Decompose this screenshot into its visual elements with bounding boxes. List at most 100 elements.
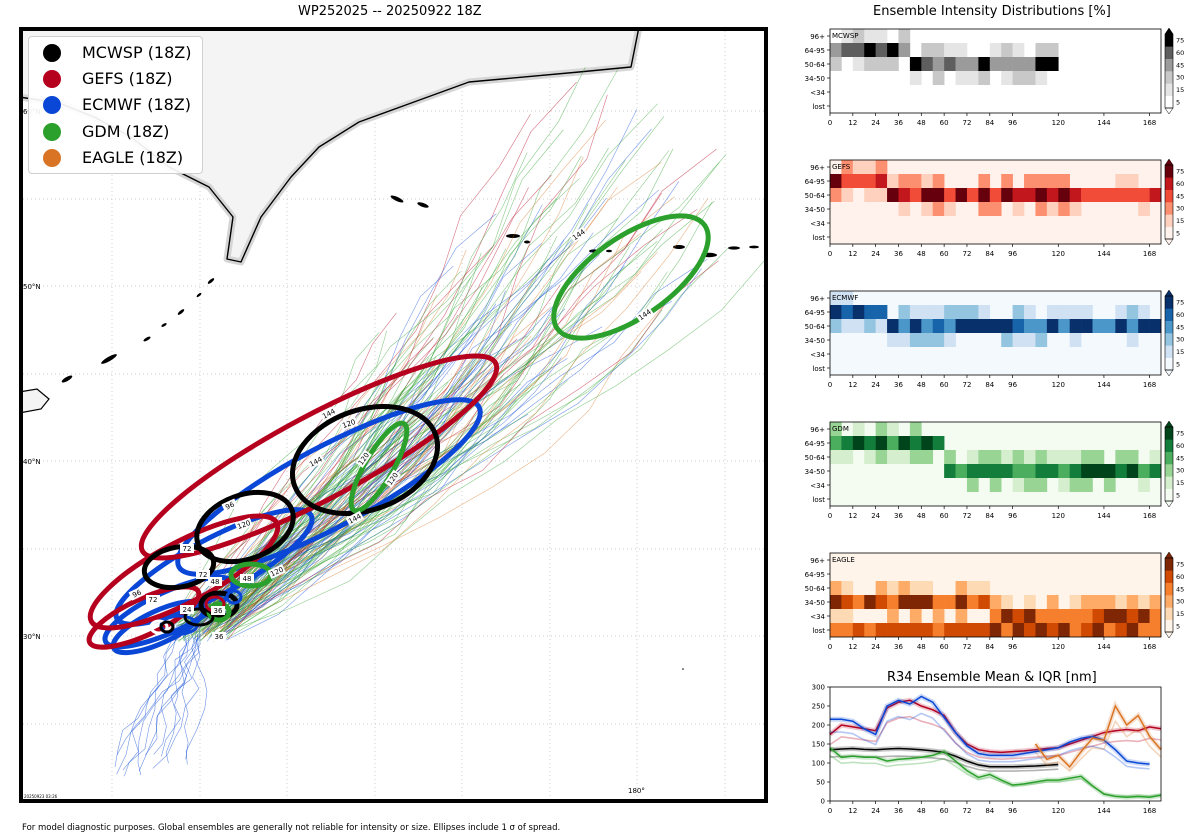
colorbar-tick: 45 xyxy=(1176,585,1184,593)
heat-cell xyxy=(1012,450,1025,464)
heat-cell xyxy=(1001,333,1013,347)
heat-cell xyxy=(864,436,876,450)
heat-cell xyxy=(921,333,934,347)
x-tick-label: 144 xyxy=(1097,250,1111,258)
heat-cell xyxy=(852,29,865,43)
heat-cell xyxy=(1115,595,1128,609)
heat-cell xyxy=(944,595,956,609)
colorbar-mcwsp: 5 15 30 45 60 75 xyxy=(1164,27,1184,115)
svg-text:36: 36 xyxy=(214,607,223,615)
heat-cell xyxy=(1046,305,1059,319)
heat-cell xyxy=(864,595,876,609)
x-tick-label: 144 xyxy=(1097,381,1111,389)
legend-item-gdm: GDM (18Z) xyxy=(29,120,202,144)
heat-cell xyxy=(1035,609,1048,623)
heat-cell xyxy=(1001,623,1013,637)
heat-cell xyxy=(1058,202,1070,216)
colorbar-tick: 45 xyxy=(1176,61,1184,69)
colorbar-gdm: 5 15 30 45 60 75 xyxy=(1164,420,1184,508)
row-label: 50-64 xyxy=(805,192,826,200)
heat-cell xyxy=(875,43,888,57)
heat-cell xyxy=(1058,609,1070,623)
heat-cell xyxy=(1069,188,1082,202)
heat-cell xyxy=(921,595,934,609)
mcwsp-ellipse-48 xyxy=(198,590,240,620)
heat-cell xyxy=(852,436,865,450)
x-tick-label: 84 xyxy=(985,512,994,520)
intensity-title: Ensemble Intensity Distributions [%] xyxy=(873,4,1111,19)
row-label: 64-95 xyxy=(805,309,825,317)
heat-cell xyxy=(909,57,922,71)
hour-label-24: 24 xyxy=(180,605,194,614)
heat-cell xyxy=(1081,305,1093,319)
lon-label-180: 180° xyxy=(628,787,645,795)
heat-cell xyxy=(875,57,888,71)
x-tick-label: 120 xyxy=(1052,119,1065,127)
ensemble-track xyxy=(152,636,201,769)
heat-cell xyxy=(841,188,854,202)
heat-cell xyxy=(1058,450,1070,464)
heat-cell xyxy=(978,202,991,216)
colorbar-tick: 30 xyxy=(1176,74,1184,82)
heat-cell xyxy=(1058,188,1070,202)
heat-cell xyxy=(887,333,899,347)
gefs-ellipse-72 xyxy=(86,584,202,650)
heat-cell xyxy=(921,202,934,216)
panel-label: GDM xyxy=(832,425,849,433)
heat-cell xyxy=(887,174,899,188)
heat-cell xyxy=(909,71,922,85)
ensemble-track xyxy=(202,265,454,633)
heat-cell xyxy=(1069,319,1082,333)
heat-cell xyxy=(852,160,865,174)
heat-cell xyxy=(1035,57,1048,71)
heat-cell xyxy=(1024,623,1036,637)
heat-cell xyxy=(1046,57,1059,71)
row-label: 34-50 xyxy=(805,599,825,607)
row-label: 50-64 xyxy=(805,454,826,462)
hour-label-72a: 72 xyxy=(180,544,194,553)
heat-cell xyxy=(932,43,945,57)
legend-item-eagle: EAGLE (18Z) xyxy=(29,146,202,170)
heat-cell xyxy=(1069,609,1082,623)
ensemble-track xyxy=(218,386,406,635)
ensemble-track xyxy=(219,420,446,637)
legend-marker-eagle xyxy=(43,149,61,167)
heat-cell xyxy=(989,450,1002,464)
heat-cell xyxy=(1012,478,1025,492)
heat-cell xyxy=(852,422,865,436)
heat-cell xyxy=(852,174,865,188)
heat-cell xyxy=(944,450,956,464)
heat-cell xyxy=(841,29,854,43)
heat-cell xyxy=(1058,623,1070,637)
heat-cell xyxy=(875,422,888,436)
heat-cell xyxy=(1035,174,1048,188)
heat-cell xyxy=(966,57,979,71)
heat-cell xyxy=(887,319,899,333)
panel-label: GEFS xyxy=(832,163,851,171)
colorbar-tick: 60 xyxy=(1176,573,1184,581)
heat-cell xyxy=(1024,450,1036,464)
x-tick-label: 120 xyxy=(1052,512,1065,520)
heat-cell xyxy=(966,71,979,85)
heat-cell xyxy=(966,478,979,492)
heat-cell xyxy=(898,436,911,450)
heat-cell xyxy=(841,174,854,188)
ensemble-track xyxy=(218,309,663,635)
heat-cell xyxy=(830,319,842,333)
heat-cell xyxy=(989,595,1002,609)
heat-cell xyxy=(1069,333,1082,347)
colorbar-tick: 75 xyxy=(1176,561,1184,569)
heat-cell xyxy=(1024,305,1036,319)
heat-cell xyxy=(909,422,922,436)
mcwsp-ellipse-72 xyxy=(141,543,217,591)
heat-cell xyxy=(932,57,945,71)
x-tick-label: 48 xyxy=(917,512,926,520)
heat-cell xyxy=(989,202,1002,216)
heat-cell xyxy=(944,333,956,347)
heat-cell xyxy=(909,333,922,347)
heat-cell xyxy=(1081,319,1093,333)
heat-cell xyxy=(909,595,922,609)
heat-cell xyxy=(1103,464,1116,478)
heat-cell xyxy=(1115,188,1128,202)
